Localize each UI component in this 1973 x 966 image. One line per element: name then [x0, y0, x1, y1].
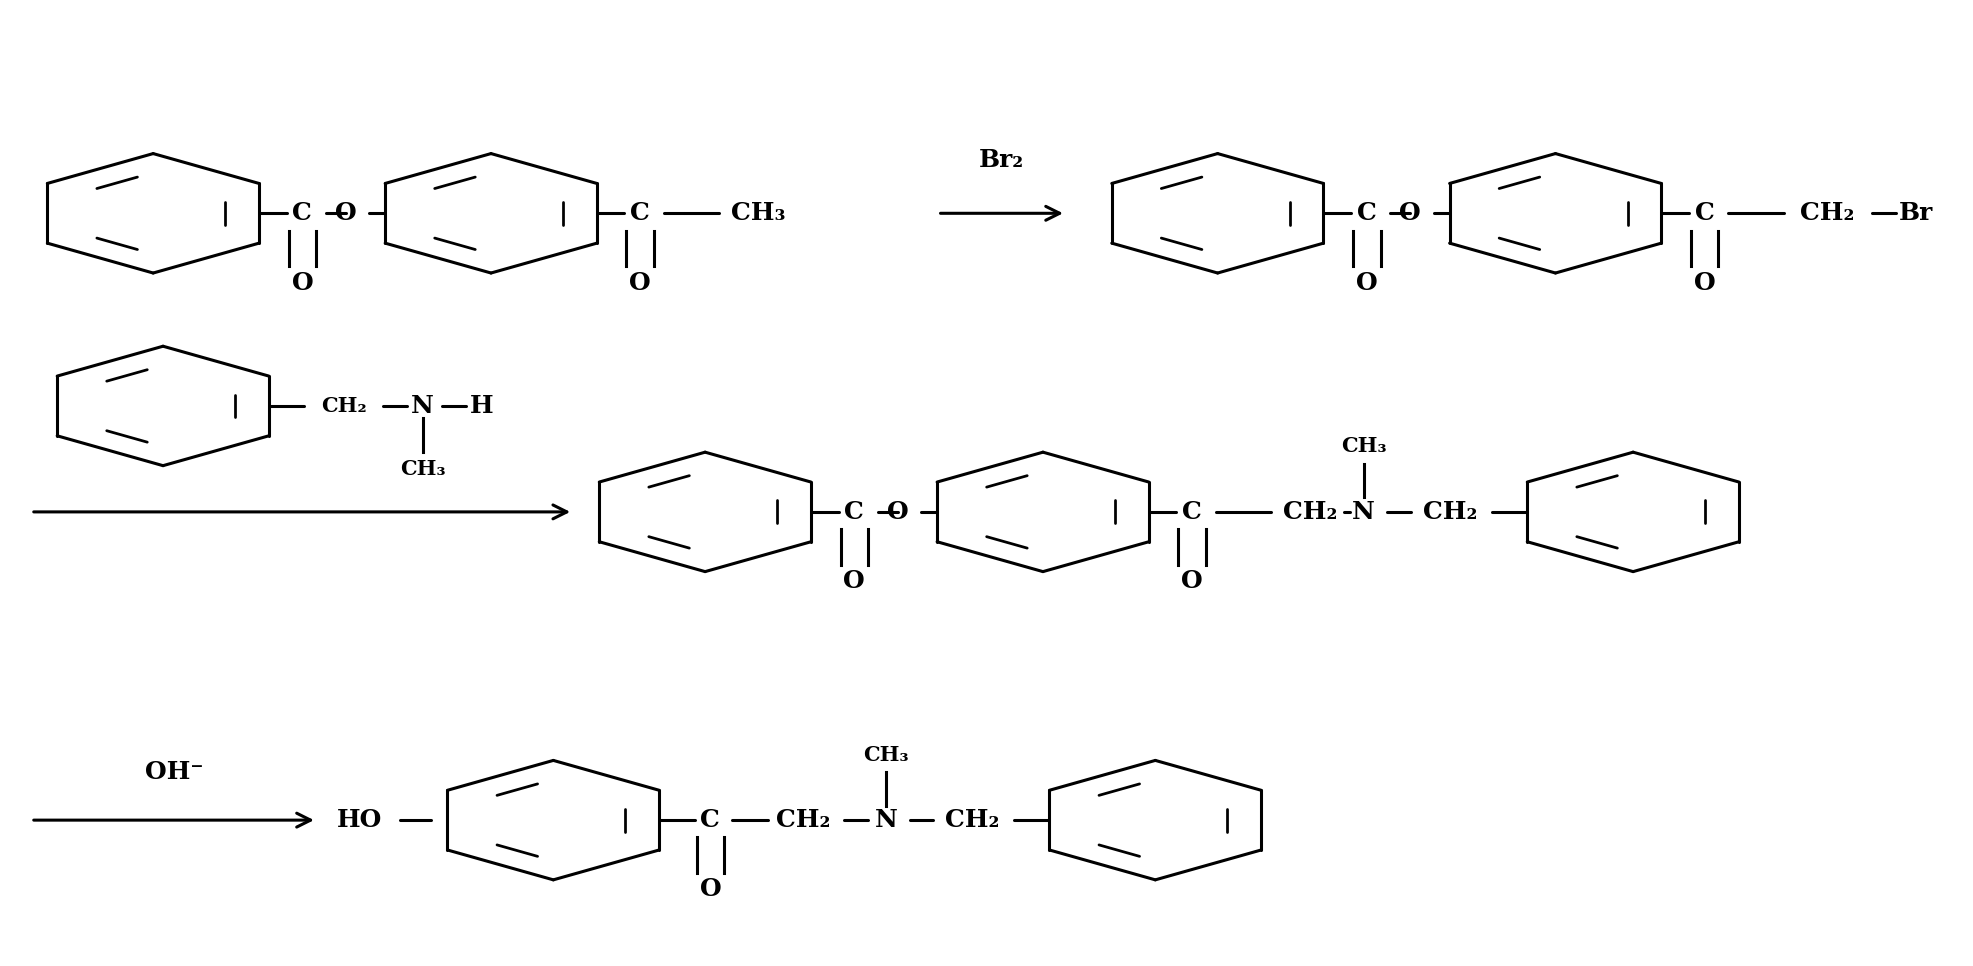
Text: N: N [874, 809, 898, 832]
Text: O: O [292, 270, 314, 295]
Text: C: C [844, 499, 864, 524]
Text: Br: Br [1898, 201, 1932, 225]
Text: O: O [886, 499, 908, 524]
Text: Br₂: Br₂ [979, 149, 1024, 172]
Text: C: C [1182, 499, 1202, 524]
Text: CH₃: CH₃ [401, 459, 446, 478]
Text: O: O [842, 569, 864, 593]
Text: HO: HO [335, 809, 381, 832]
Text: CH₂: CH₂ [945, 809, 998, 832]
Text: C: C [700, 809, 720, 832]
Text: O: O [1180, 569, 1202, 593]
Text: C: C [1355, 201, 1375, 225]
Text: O: O [698, 877, 720, 901]
Text: CH₂: CH₂ [775, 809, 831, 832]
Text: CH₂: CH₂ [1799, 201, 1853, 225]
Text: O: O [629, 270, 651, 295]
Text: CH₂: CH₂ [1282, 499, 1338, 524]
Text: C: C [629, 201, 649, 225]
Text: C: C [1695, 201, 1715, 225]
Text: CH₃: CH₃ [1340, 437, 1385, 456]
Text: CH₂: CH₂ [322, 396, 367, 416]
Text: CH₃: CH₃ [862, 745, 908, 765]
Text: CH₂: CH₂ [1423, 499, 1478, 524]
Text: C: C [292, 201, 312, 225]
Text: CH₃: CH₃ [730, 201, 785, 225]
Text: O: O [1693, 270, 1715, 295]
Text: O: O [1355, 270, 1377, 295]
Text: N: N [410, 394, 434, 418]
Text: N: N [1352, 499, 1375, 524]
Text: O: O [335, 201, 357, 225]
Text: OH⁻: OH⁻ [144, 760, 203, 784]
Text: O: O [1399, 201, 1421, 225]
Text: H: H [470, 394, 493, 418]
